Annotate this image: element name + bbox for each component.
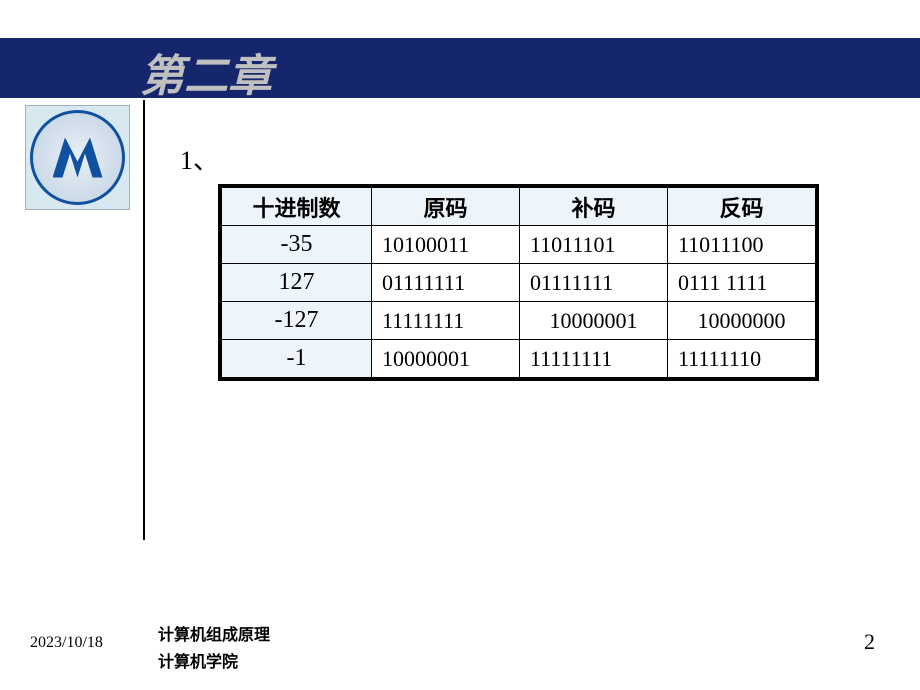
cell-inverse: 10000000 — [668, 302, 816, 340]
cell-inverse: 11011100 — [668, 226, 816, 264]
cell-decimal: -1 — [222, 340, 372, 378]
cell-complement: 11111111 — [520, 340, 668, 378]
table-row: -1 10000001 11111111 11111110 — [222, 340, 816, 378]
section-number: 1、 — [180, 140, 219, 177]
cell-original: 11111111 — [372, 302, 520, 340]
header-complement: 补码 — [520, 188, 668, 226]
table-header-row: 十进制数 原码 补码 反码 — [222, 188, 816, 226]
cell-decimal: 127 — [222, 264, 372, 302]
table-row: 127 01111111 01111111 0111 1111 — [222, 264, 816, 302]
cell-complement: 01111111 — [520, 264, 668, 302]
vertical-divider — [143, 100, 145, 540]
cell-complement: 11011101 — [520, 226, 668, 264]
chapter-title: 第二章 — [140, 40, 272, 104]
page-number: 2 — [864, 629, 875, 655]
table-row: -35 10100011 11011101 11011100 — [222, 226, 816, 264]
header-inverse: 反码 — [668, 188, 816, 226]
header-original: 原码 — [372, 188, 520, 226]
cell-inverse: 11111110 — [668, 340, 816, 378]
cell-decimal: -127 — [222, 302, 372, 340]
cell-original: 01111111 — [372, 264, 520, 302]
cell-complement: 10000001 — [520, 302, 668, 340]
footer-date: 2023/10/18 — [30, 634, 103, 652]
footer-department: 计算机学院 — [158, 648, 238, 672]
cell-inverse: 0111 1111 — [668, 264, 816, 302]
footer-course: 计算机组成原理 — [158, 621, 270, 645]
cell-decimal: -35 — [222, 226, 372, 264]
codes-table: 十进制数 原码 补码 反码 -35 10100011 11011101 1101… — [218, 184, 819, 381]
cell-original: 10000001 — [372, 340, 520, 378]
header-bar — [0, 38, 920, 98]
header-decimal: 十进制数 — [222, 188, 372, 226]
cell-original: 10100011 — [372, 226, 520, 264]
table-row: -127 11111111 10000001 10000000 — [222, 302, 816, 340]
university-logo — [25, 105, 130, 210]
